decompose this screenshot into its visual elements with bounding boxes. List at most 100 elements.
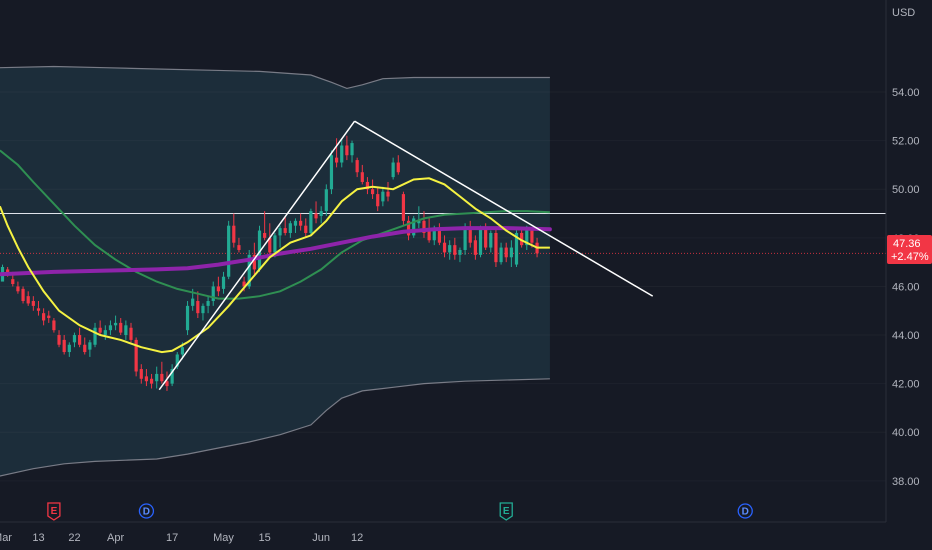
candle [47, 310, 51, 323]
candle [165, 371, 169, 391]
candle [52, 318, 56, 333]
trendline-2[interactable] [354, 120, 654, 297]
candle-body [52, 320, 56, 331]
candle-body [26, 296, 30, 304]
candle-body [288, 223, 292, 233]
candle-body [530, 230, 534, 243]
candle-body [206, 301, 210, 306]
candle-body [47, 315, 51, 319]
candle-body [319, 211, 323, 216]
price-tick-label: 42.00 [892, 379, 920, 391]
candle-body [525, 230, 529, 246]
candle-body [381, 191, 385, 202]
last-price-change: +2.47% [891, 251, 929, 263]
time-axis[interactable]: Mar 13 22 Apr 17 May 15 Jun 12 [0, 521, 886, 544]
candle-body [278, 228, 282, 236]
event-shape [737, 503, 753, 519]
candle [88, 339, 92, 357]
candle-body [211, 286, 215, 302]
candle-body [494, 232, 498, 263]
dividend-event-icon[interactable]: D [138, 503, 155, 519]
candle [268, 223, 272, 258]
candle [406, 215, 411, 241]
candle [185, 301, 190, 336]
candle-body [242, 281, 246, 287]
event-letter: D [143, 507, 150, 518]
trendline-1[interactable] [158, 120, 356, 391]
candle [201, 303, 205, 321]
band-lower-line [0, 378, 550, 477]
candle-body [165, 381, 169, 387]
candle-body [499, 247, 503, 263]
dividend-event-icon[interactable]: D [737, 503, 753, 519]
candle [412, 215, 416, 238]
candle [134, 337, 138, 377]
candle [345, 135, 349, 161]
candle [216, 276, 220, 297]
candle [458, 247, 462, 263]
candle-body [93, 327, 97, 345]
candle-body [42, 313, 46, 321]
candle [381, 186, 385, 207]
candle-body [160, 373, 164, 382]
earnings-event-icon[interactable]: E [47, 502, 61, 521]
candle [232, 213, 236, 248]
candle [160, 361, 164, 384]
candle [360, 164, 364, 185]
candle-body [78, 335, 82, 345]
candle [129, 322, 133, 343]
candle-body [67, 344, 71, 353]
candle [57, 330, 61, 348]
candle-body [11, 279, 15, 285]
candle-body [175, 354, 179, 367]
price-tick-label: 54.00 [892, 87, 920, 99]
candle-body [139, 369, 143, 379]
candle-body [98, 327, 102, 333]
horizontal-line-layer[interactable] [0, 213, 886, 254]
earnings-event-icon[interactable]: E [499, 502, 513, 521]
candle-body [473, 240, 477, 255]
candle-body [509, 247, 513, 258]
band-fill [0, 66, 550, 476]
candle-body [149, 378, 154, 384]
candle-body [36, 308, 41, 311]
price-tick-label: 46.00 [892, 281, 920, 293]
candle [299, 213, 303, 231]
trendline-layer[interactable] [158, 120, 654, 391]
candle-body [103, 330, 107, 336]
candle-body [227, 225, 231, 277]
price-tick-label: 40.00 [892, 427, 920, 439]
candle-body [478, 228, 483, 255]
candle [319, 206, 323, 224]
candle [340, 138, 344, 168]
time-tick-label: 17 [166, 532, 178, 544]
candle [227, 220, 231, 280]
candle [329, 150, 334, 195]
candle-body [268, 237, 272, 253]
candle [119, 318, 123, 336]
candle-body [365, 181, 370, 190]
candle-body [57, 335, 61, 345]
candle [468, 220, 472, 248]
candle [509, 240, 513, 267]
candle [257, 225, 262, 272]
candle-body [391, 162, 395, 178]
event-letter: E [503, 506, 510, 517]
time-tick-label: 13 [32, 532, 44, 544]
candle [139, 364, 143, 384]
candle-body [335, 157, 339, 163]
candle [103, 325, 107, 340]
candle [83, 337, 87, 355]
candle [386, 181, 390, 202]
candle [67, 342, 71, 357]
candle [108, 320, 113, 336]
candle-body [144, 376, 149, 382]
time-tick-label: 12 [351, 532, 363, 544]
band-upper-line [0, 65, 550, 90]
candle [473, 235, 477, 260]
candle [370, 179, 375, 199]
candle-body [185, 305, 190, 331]
candle [36, 301, 41, 316]
